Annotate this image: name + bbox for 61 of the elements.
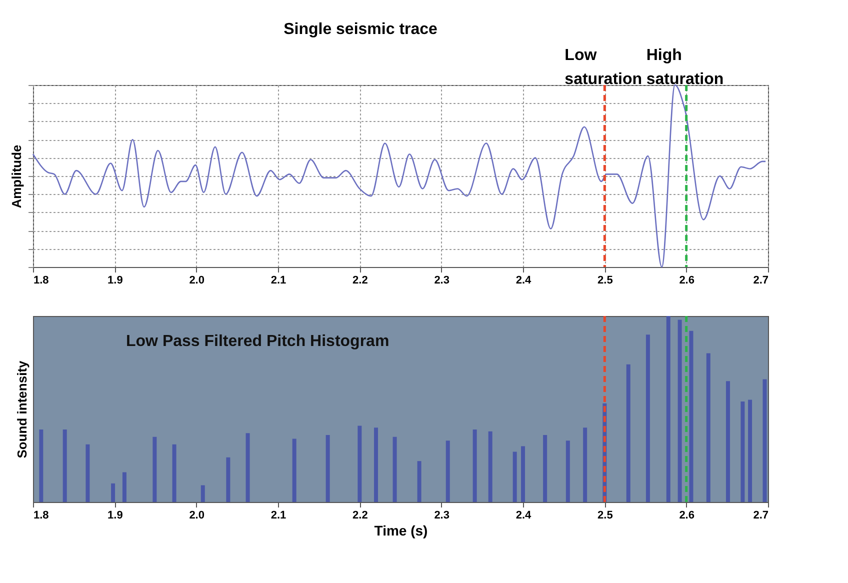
x-tick-label: 1.8 bbox=[34, 510, 49, 522]
bar bbox=[583, 428, 588, 502]
x-tick-label: 2.5 bbox=[598, 274, 613, 286]
bar bbox=[358, 426, 362, 502]
bar bbox=[706, 353, 710, 502]
bar bbox=[86, 444, 90, 502]
bar bbox=[111, 483, 116, 502]
bar bbox=[689, 330, 694, 502]
x-tick-label: 2.3 bbox=[434, 510, 450, 522]
x-tick-label: 2.4 bbox=[516, 274, 532, 286]
x-tick-label: 1.9 bbox=[108, 510, 123, 522]
x-tick-label: 2.0 bbox=[189, 510, 204, 522]
y-axis-title: Amplitude bbox=[9, 144, 24, 208]
x-tick-label: 2.7 bbox=[753, 274, 768, 286]
y-axis-title: Sound intensity bbox=[14, 360, 30, 458]
bar bbox=[152, 436, 157, 502]
bar bbox=[521, 446, 525, 502]
x-tick-label: 2.0 bbox=[189, 274, 204, 286]
x-tick-label: 2.1 bbox=[270, 274, 286, 286]
bar bbox=[292, 438, 296, 502]
ref-line-label: Low saturation bbox=[564, 47, 642, 88]
bar bbox=[726, 381, 730, 502]
bar bbox=[446, 440, 450, 502]
x-tick-label: 2.6 bbox=[679, 510, 694, 522]
bar bbox=[512, 452, 517, 502]
bar bbox=[472, 429, 477, 502]
bar bbox=[392, 436, 397, 502]
bar bbox=[246, 433, 250, 502]
x-tick-label: 2.2 bbox=[352, 274, 368, 286]
bar bbox=[62, 429, 67, 502]
bar bbox=[122, 472, 126, 502]
bar bbox=[326, 435, 330, 502]
ref-line-label: High saturation bbox=[646, 47, 724, 88]
bar bbox=[666, 316, 670, 502]
x-tick-label: 1.9 bbox=[108, 274, 123, 286]
bar bbox=[488, 431, 492, 502]
x-tick-label: 2.3 bbox=[434, 274, 450, 286]
x-tick-label: 2.5 bbox=[598, 510, 613, 522]
x-axis-title: Time (s) bbox=[374, 522, 428, 538]
bar bbox=[566, 440, 570, 502]
chart-title: Single seismic trace bbox=[284, 21, 438, 38]
x-tick-label: 1.8 bbox=[34, 274, 49, 286]
bar bbox=[646, 334, 650, 502]
bar bbox=[762, 379, 767, 502]
bar bbox=[626, 364, 630, 502]
bar bbox=[543, 435, 548, 502]
bar bbox=[200, 485, 205, 502]
bar bbox=[39, 429, 44, 502]
bar bbox=[417, 461, 422, 502]
bar bbox=[374, 428, 378, 502]
bar bbox=[226, 457, 230, 502]
bar bbox=[172, 444, 176, 502]
x-tick-label: 2.6 bbox=[679, 274, 694, 286]
x-tick-label: 2.7 bbox=[753, 510, 768, 522]
bar bbox=[678, 320, 682, 502]
x-tick-label: 2.2 bbox=[352, 510, 368, 522]
x-tick-label: 2.1 bbox=[270, 510, 286, 522]
bar bbox=[748, 400, 752, 502]
bar bbox=[740, 402, 745, 502]
text: Low Pass Filtered Pitch Histogram bbox=[126, 332, 390, 350]
x-tick-label: 2.4 bbox=[516, 510, 532, 522]
